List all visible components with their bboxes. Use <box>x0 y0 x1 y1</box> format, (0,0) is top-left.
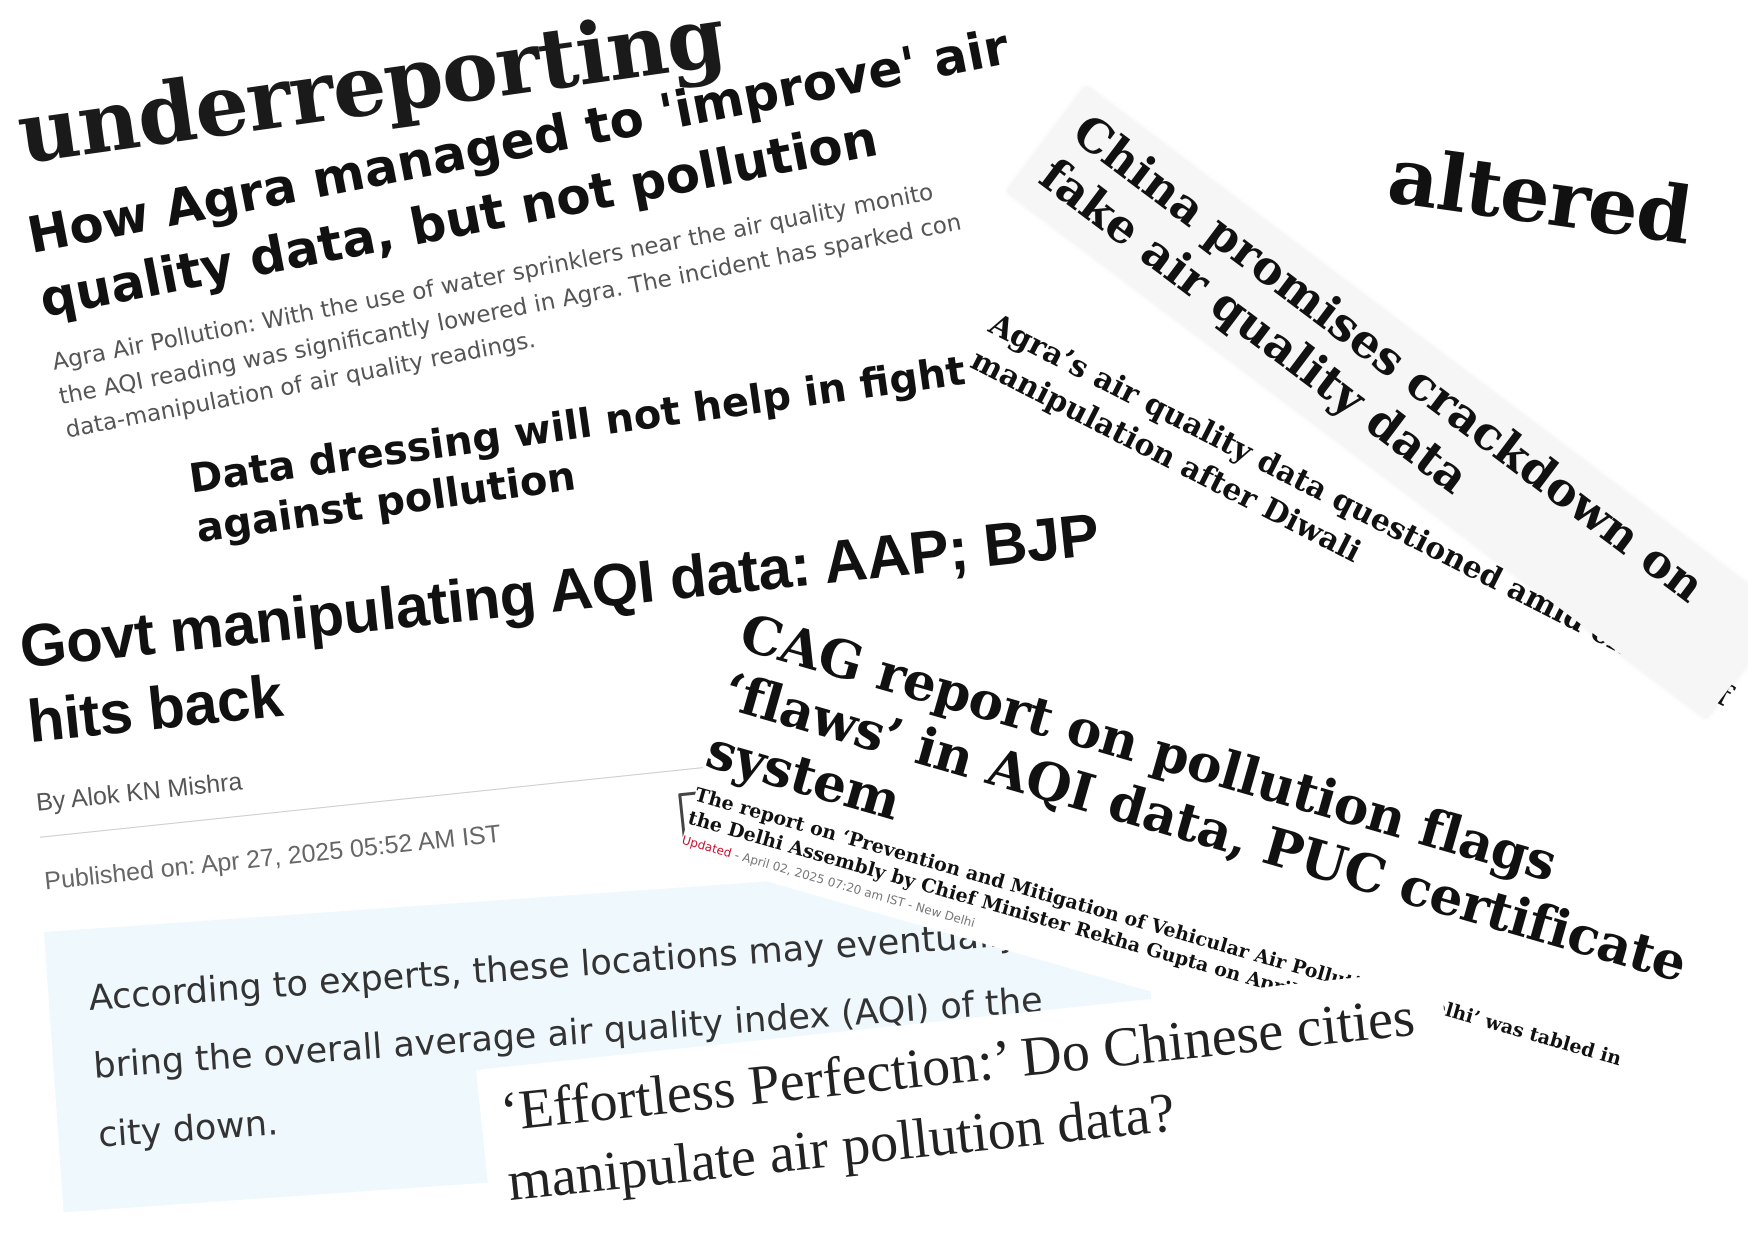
headline-altered: altered <box>1382 130 1697 263</box>
clipping-altered: altered <box>1382 130 1697 263</box>
